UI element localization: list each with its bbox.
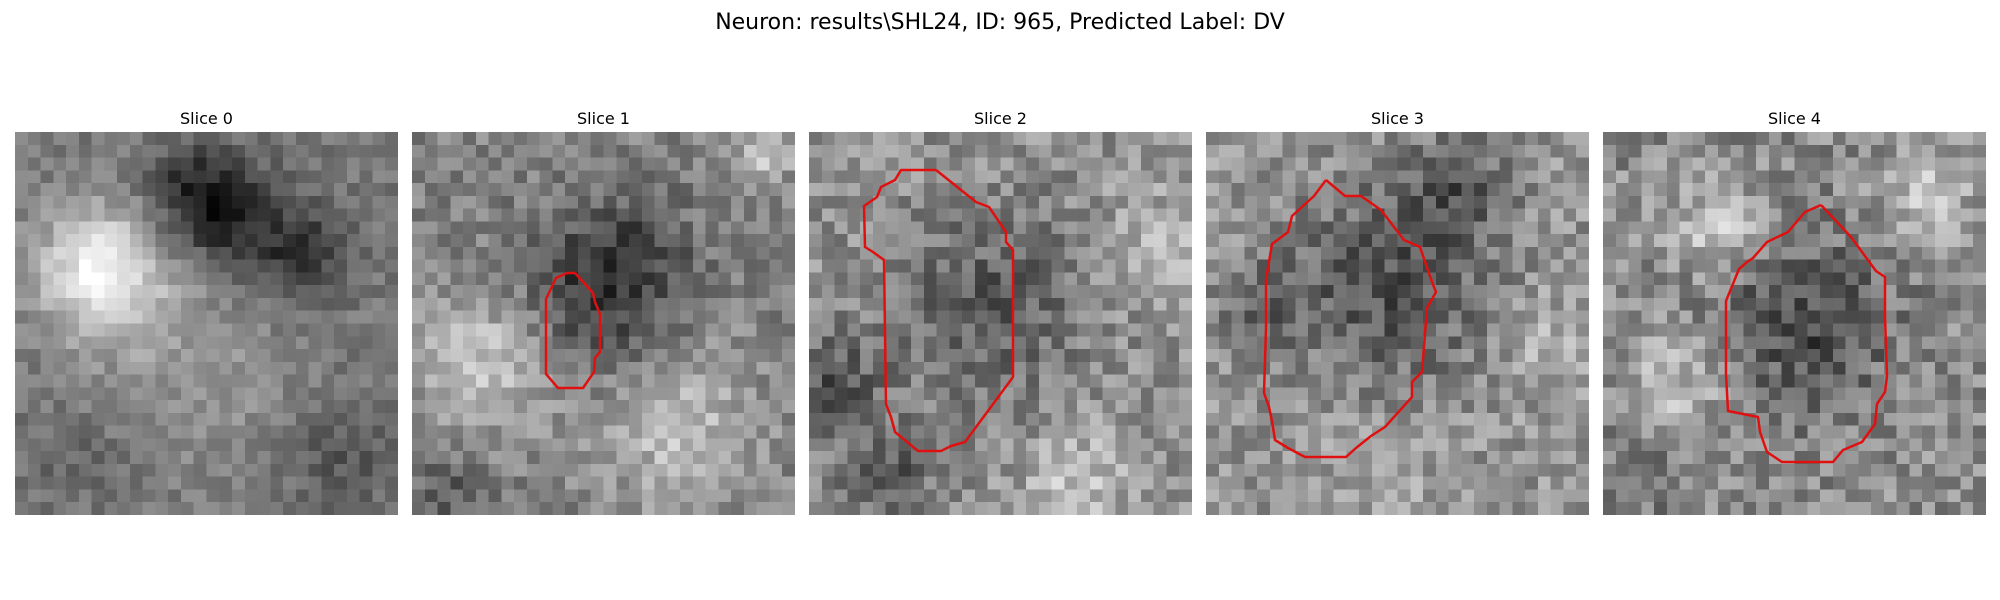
roi-contour-3	[1262, 179, 1438, 459]
grayscale-pixels-2	[809, 132, 1192, 515]
slice-panel-1: Slice 1	[412, 108, 795, 515]
grayscale-pixels-1	[412, 132, 795, 515]
roi-contour-2	[862, 168, 1015, 453]
slice-title-3: Slice 3	[1371, 109, 1424, 128]
slice-panel-3: Slice 3	[1206, 108, 1589, 515]
grayscale-pixels-3	[1206, 132, 1589, 515]
slice-title-2: Slice 2	[974, 109, 1027, 128]
roi-contour-1	[544, 271, 602, 390]
slice-title-4: Slice 4	[1768, 109, 1821, 128]
slice-image-4	[1603, 132, 1986, 515]
slice-image-2	[809, 132, 1192, 515]
slice-title-1: Slice 1	[577, 109, 630, 128]
slice-image-1	[412, 132, 795, 515]
slice-image-3	[1206, 132, 1589, 515]
slice-image-0	[15, 132, 398, 515]
roi-contour-4	[1724, 203, 1889, 464]
grayscale-pixels-4	[1603, 132, 1986, 515]
slice-panel-2: Slice 2	[809, 108, 1192, 515]
figure-title: Neuron: results\SHL24, ID: 965, Predicte…	[715, 10, 1285, 35]
grayscale-pixels-0	[15, 132, 398, 515]
slice-panel-4: Slice 4	[1603, 108, 1986, 515]
slice-panel-0: Slice 0	[15, 108, 398, 515]
slice-title-0: Slice 0	[180, 109, 233, 128]
